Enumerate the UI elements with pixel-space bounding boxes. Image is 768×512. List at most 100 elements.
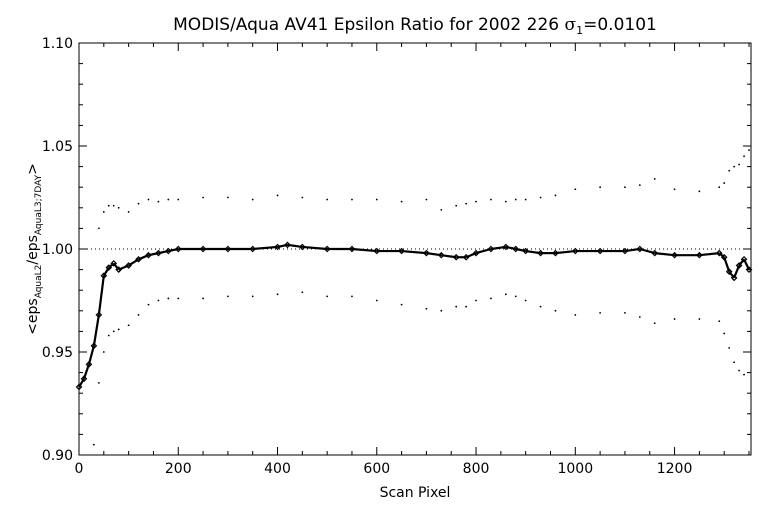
lower-point: [539, 305, 542, 308]
mean-segment: [277, 243, 288, 249]
lower-point: [157, 299, 160, 302]
lower-point: [455, 305, 458, 308]
lower-point: [574, 314, 577, 316]
x-tick-label: 600: [363, 461, 390, 477]
lower-point: [97, 382, 100, 384]
mean-segment: [723, 256, 731, 273]
lower-point: [202, 297, 204, 300]
upper-point: [514, 198, 517, 201]
mean-segment: [475, 247, 492, 255]
mean-segment: [97, 275, 105, 316]
lower-point: [147, 303, 150, 306]
lower-point: [624, 311, 626, 314]
lower-point: [718, 320, 721, 322]
upper-point: [524, 198, 527, 201]
upper-point: [326, 198, 329, 201]
lower-point: [638, 316, 641, 318]
mean-segment: [168, 247, 179, 253]
upper-point: [137, 202, 140, 205]
x-tick-label: 1200: [657, 461, 693, 477]
mean-segment: [138, 254, 149, 261]
lower-point: [226, 295, 229, 298]
upper-point: [202, 196, 204, 199]
upper-point: [177, 198, 180, 201]
lower-point: [599, 311, 602, 314]
lower-point: [167, 297, 170, 300]
upper-point: [624, 186, 626, 189]
chart-title: MODIS/Aqua AV41 Epsilon Ratio for 2002 2…: [173, 15, 657, 37]
mean-segment: [128, 258, 140, 267]
y-tick-label: 1.10: [42, 36, 73, 52]
lower-point: [400, 303, 403, 306]
mean-segment: [82, 364, 90, 380]
mean-point: [75, 383, 83, 391]
lower-point: [698, 318, 701, 320]
lower-point: [425, 307, 428, 310]
mean-segment: [87, 345, 95, 365]
upper-point: [599, 186, 602, 189]
mean-segment: [699, 252, 720, 257]
upper-point: [504, 200, 507, 203]
lower-point: [112, 330, 115, 333]
chart-title-sigma-sub: 1: [576, 24, 583, 37]
upper-point: [440, 208, 443, 211]
mean-segment: [102, 266, 110, 277]
upper-point: [490, 198, 492, 201]
upper-point: [375, 198, 378, 201]
lower-point: [733, 361, 736, 364]
upper-point: [718, 186, 721, 189]
upper-point: [653, 178, 656, 180]
lower-point: [251, 295, 254, 298]
upper-point: [475, 200, 477, 203]
chart-title-main: MODIS/Aqua AV41 Epsilon Ratio for 2002 2…: [173, 15, 564, 35]
mean-segment: [401, 249, 427, 255]
mean-segment: [118, 264, 130, 271]
lower-point: [107, 334, 110, 337]
upper-point: [425, 198, 428, 201]
mean-segment: [252, 245, 278, 251]
lower-point: [653, 322, 656, 325]
lower-point: [514, 295, 517, 298]
mean-segment: [158, 249, 169, 255]
upper-point: [728, 169, 731, 172]
y-axis-label: <epsAquaL2/epsAquaL3;7DAY>: [25, 163, 44, 335]
y-label-sub1: AquaL2: [34, 265, 44, 299]
upper-point: [127, 211, 130, 213]
y-tick-label: 1.05: [42, 139, 73, 155]
svg-text:<epsAquaL2/epsAquaL3;7DAY>: <epsAquaL2/epsAquaL3;7DAY>: [25, 163, 44, 335]
upper-point: [117, 206, 120, 209]
upper-point: [97, 227, 100, 230]
lower-point: [673, 318, 676, 320]
upper-point: [400, 200, 403, 203]
lower-point: [301, 291, 304, 294]
series-mean: [75, 241, 753, 391]
y-label-suffix: >: [25, 163, 41, 175]
upper-point: [157, 200, 160, 203]
lower-point: [102, 351, 105, 353]
lower-point: [728, 346, 731, 349]
lower-point: [177, 297, 180, 300]
upper-point: [455, 204, 458, 207]
upper-point: [743, 155, 745, 158]
mean-segment: [302, 245, 328, 251]
mean-segment: [718, 252, 725, 259]
lower-point: [351, 295, 353, 298]
lower-point: [137, 314, 140, 316]
upper-point: [351, 198, 353, 201]
x-tick-label: 800: [463, 461, 490, 477]
upper-point: [167, 198, 170, 201]
upper-point: [301, 196, 304, 199]
mean-segment: [505, 245, 516, 251]
mean-segment: [743, 258, 751, 271]
upper-point: [554, 194, 557, 197]
series-layer: [75, 149, 753, 446]
mean-segment: [515, 247, 526, 253]
y-tick-label: 0.90: [42, 448, 73, 464]
lower-point: [465, 305, 468, 308]
lower-point: [554, 309, 557, 312]
lower-point: [92, 443, 95, 446]
mean-point: [715, 249, 723, 257]
x-axis-label: Scan Pixel: [380, 485, 451, 501]
y-tick-label: 0.95: [42, 345, 73, 361]
